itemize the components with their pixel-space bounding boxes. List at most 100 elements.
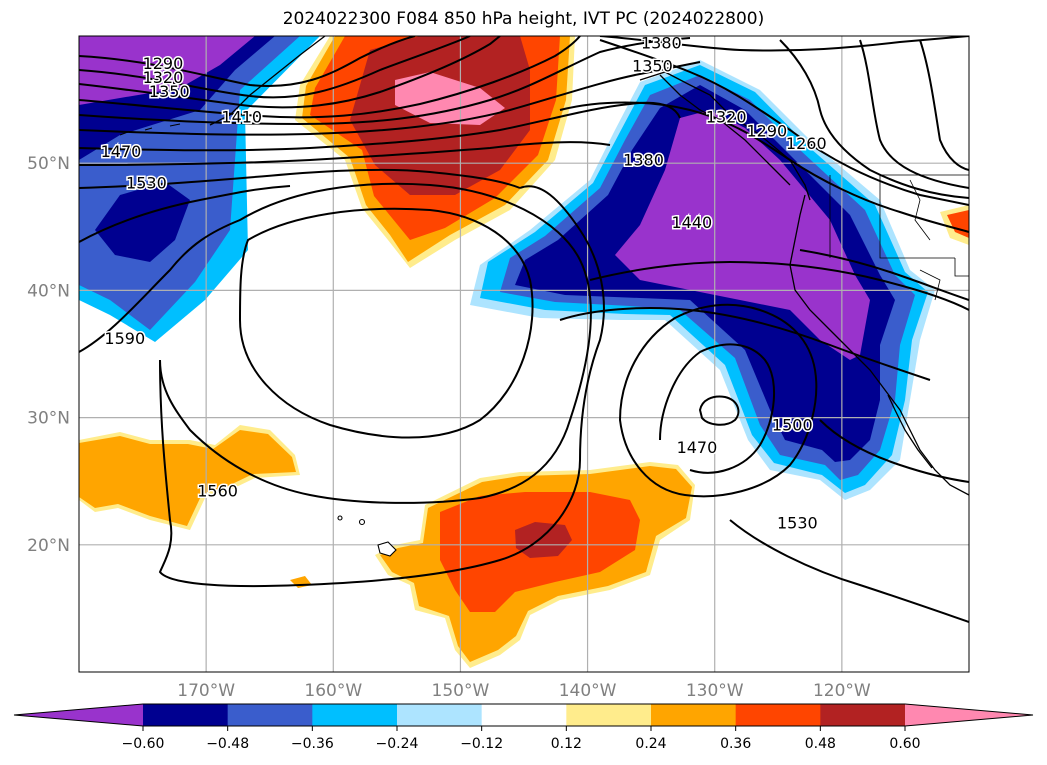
colorbar-tick-label: 0.12 xyxy=(551,736,582,752)
contour-label-group: 1380 xyxy=(622,149,666,171)
contour-label-group: 1380 xyxy=(639,34,683,54)
map-title: 2024022300 F084 850 hPa height, IVT PC (… xyxy=(282,9,765,29)
contour-1320-east xyxy=(779,39,969,199)
contour-label: 1350 xyxy=(149,82,190,101)
contour-label-group: 1500 xyxy=(770,414,814,436)
contour-label: 1290 xyxy=(747,121,788,140)
contour-label-group: 1290 xyxy=(141,53,185,75)
contour-label-group: 1560 xyxy=(196,480,240,502)
lat-tick-label: 50°N xyxy=(27,154,70,174)
contour-label-group: 1410 xyxy=(220,106,264,128)
contour-label: 1380 xyxy=(641,34,682,53)
colorbar-segment xyxy=(566,704,652,726)
ivt-fill-layer xyxy=(79,36,969,668)
contour-label: 1530 xyxy=(777,513,818,532)
colorbar: −0.60 −0.48 −0.36 −0.24 −0.12 0.12 0.24 0.36 0.4… xyxy=(13,703,1034,752)
longitude-labels: 170°W 160°W 150°W 140°W 130°W 120°W xyxy=(177,681,871,701)
colorbar-tick-label: 0.24 xyxy=(635,736,666,752)
lat-tick-label: 30°N xyxy=(27,409,70,429)
colorbar-tick-label: −0.24 xyxy=(376,736,419,752)
contour-1500-southeast xyxy=(819,419,969,483)
island-layer xyxy=(119,117,397,557)
contour-label-group: 1260 xyxy=(784,133,828,155)
contour-label: 1590 xyxy=(104,329,145,348)
lon-tick-label: 130°W xyxy=(686,681,744,701)
latitude-labels: 50°N 40°N 30°N 20°N xyxy=(27,154,70,556)
contour-1350-east xyxy=(599,39,969,206)
contour-label: 1320 xyxy=(706,107,747,126)
lon-tick-label: 160°W xyxy=(304,681,362,701)
lon-tick-label: 120°W xyxy=(813,681,871,701)
ivt-fill-s-brick xyxy=(515,522,572,558)
colorbar-segment xyxy=(651,704,737,726)
contour-label: 1410 xyxy=(221,107,262,126)
contour-1530-west xyxy=(79,168,521,189)
lon-tick-label: 140°W xyxy=(559,681,617,701)
contour-label: 1470 xyxy=(677,438,718,457)
contour-1590-high xyxy=(238,207,534,439)
contour-1470-cutoff xyxy=(659,343,776,474)
contour-label-group: 1470 xyxy=(99,140,143,162)
colorbar-segment xyxy=(820,704,906,726)
colorbar-extend-min xyxy=(14,704,143,726)
colorbar-segment xyxy=(227,704,313,726)
coastline-baja xyxy=(887,394,933,469)
contour-1380-top xyxy=(599,36,969,52)
contour-label-group: 1290 xyxy=(745,120,789,142)
island-hawaii-big xyxy=(377,541,397,557)
colorbar-segment xyxy=(481,704,567,726)
contour-1530-south xyxy=(79,185,291,243)
lat-tick-label: 40°N xyxy=(27,281,70,301)
island-hawaii-1 xyxy=(358,518,366,526)
contour-label-group: 1530 xyxy=(125,172,169,194)
contour-1440-east xyxy=(589,260,969,311)
contour-1380-east xyxy=(559,101,969,233)
contour-label: 1260 xyxy=(786,134,827,153)
contour-label: 1470 xyxy=(101,142,142,161)
map-plot-area: 1290132013501410147015301590156013801350… xyxy=(79,34,969,672)
ivt-fill-nw-purple xyxy=(79,36,255,105)
contour-label-group: 1350 xyxy=(631,55,675,77)
coastline-inland xyxy=(829,174,969,277)
contour-label-group: 1530 xyxy=(776,512,820,534)
ivt-fill-nw-navy2 xyxy=(95,182,190,262)
ivt-fill-sw-orange xyxy=(79,430,296,526)
contour-1500-cutoff xyxy=(618,303,818,498)
colorbar-segment xyxy=(312,704,398,726)
contour-1410-west xyxy=(79,37,691,126)
coastline-inlet xyxy=(909,179,941,301)
contour-label: 1380 xyxy=(623,151,664,170)
contour-1440-coast xyxy=(799,249,969,301)
contour-label: 1440 xyxy=(671,213,712,232)
colorbar-tick-label: −0.36 xyxy=(291,736,334,752)
contour-label: 1350 xyxy=(632,57,673,76)
contour-label-layer: 1290132013501410147015301590156013801350… xyxy=(99,34,828,534)
colorbar-tick-label: −0.12 xyxy=(460,736,503,752)
colorbar-segment xyxy=(735,704,821,726)
colorbar-tick-label: −0.48 xyxy=(206,736,249,752)
colorbar-segment xyxy=(143,704,229,726)
map-frame xyxy=(78,35,970,673)
lon-tick-label: 150°W xyxy=(432,681,490,701)
contour-1290-east xyxy=(859,39,969,189)
contour-1560-high xyxy=(79,182,592,504)
height-contour-layer xyxy=(79,36,969,623)
contour-1530-southeast xyxy=(729,519,969,623)
contour-1500-west xyxy=(79,141,611,166)
contour-label-group: 1590 xyxy=(103,327,147,349)
contour-1440-cutoff xyxy=(698,395,740,426)
contour-label: 1530 xyxy=(126,174,167,193)
colorbar-tick-label: 0.60 xyxy=(889,736,920,752)
contour-1290-west xyxy=(79,36,416,87)
colorbar-tick-label: 0.36 xyxy=(720,736,751,752)
contour-1320-west xyxy=(79,36,471,99)
contour-1350-west xyxy=(79,36,501,109)
colorbar-tick-label: −0.60 xyxy=(122,736,165,752)
colorbar-extend-max xyxy=(905,704,1033,726)
island-aleutian xyxy=(119,117,239,136)
contour-1410-east xyxy=(559,307,931,381)
contour-1470-west xyxy=(79,101,681,152)
contour-label: 1500 xyxy=(772,415,813,434)
lon-tick-label: 170°W xyxy=(177,681,235,701)
